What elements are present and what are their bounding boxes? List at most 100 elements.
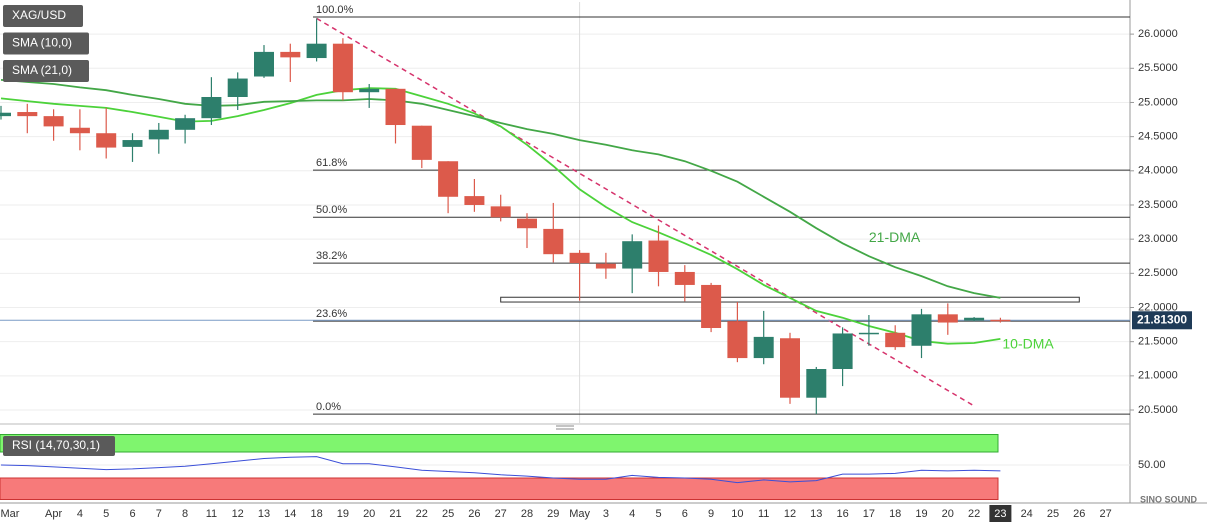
x-tick-label: 28 bbox=[521, 508, 533, 520]
candle-body bbox=[727, 321, 748, 359]
candle-body bbox=[175, 118, 196, 130]
candle-body bbox=[622, 241, 643, 269]
candle-body bbox=[490, 206, 511, 218]
fib-label: 61.8% bbox=[316, 157, 347, 169]
candle-body bbox=[122, 140, 143, 147]
panel-handle bbox=[556, 425, 574, 430]
legend-label: SMA (10,0) bbox=[12, 36, 72, 50]
x-tick-label: 4 bbox=[77, 508, 83, 520]
y-tick-label: 25.0000 bbox=[1138, 96, 1178, 108]
candle-body bbox=[96, 133, 117, 148]
legend-box bbox=[3, 60, 89, 82]
y-tick-label: 21.5000 bbox=[1138, 336, 1178, 348]
trendline bbox=[316, 17, 975, 407]
rsi-tick-label: 50.00 bbox=[1138, 459, 1166, 471]
x-tick-label: 6 bbox=[129, 508, 135, 520]
candle-body bbox=[464, 196, 485, 205]
x-tick-label: 16 bbox=[836, 508, 848, 520]
last-price-box bbox=[1132, 311, 1192, 330]
x-tick-label: 7 bbox=[156, 508, 162, 520]
x-tick-label: 25 bbox=[1047, 508, 1059, 520]
candle-body bbox=[411, 125, 432, 160]
candle-body bbox=[306, 43, 327, 59]
x-tick-label: 18 bbox=[310, 508, 322, 520]
x-tick-label: 8 bbox=[182, 508, 188, 520]
fib-label: 23.6% bbox=[316, 308, 347, 320]
x-tick-label: 22 bbox=[968, 508, 980, 520]
candle-body bbox=[937, 314, 958, 323]
x-tick-label: 4 bbox=[629, 508, 635, 520]
x-tick-label: 26 bbox=[468, 508, 480, 520]
x-tick-label: 20 bbox=[363, 508, 375, 520]
x-tick-label: Mar bbox=[1, 508, 20, 520]
oversold-band bbox=[0, 477, 999, 500]
x-tick-label: 27 bbox=[1099, 508, 1111, 520]
sma-annotation: 21-DMA bbox=[869, 229, 921, 245]
x-tick-label: 11 bbox=[206, 508, 217, 520]
x-tick-label: 5 bbox=[655, 508, 661, 520]
x-tick-label: 10 bbox=[731, 508, 743, 520]
candle-body bbox=[595, 263, 616, 269]
candle-body bbox=[69, 127, 90, 134]
candle-body bbox=[543, 228, 564, 255]
x-tick-label: 9 bbox=[708, 508, 714, 520]
candle-body bbox=[858, 332, 879, 335]
candle-body bbox=[227, 78, 248, 97]
candle-body bbox=[332, 43, 353, 93]
x-tick-label: May bbox=[569, 508, 590, 520]
y-tick-label: 23.0000 bbox=[1138, 233, 1178, 245]
rsi-line bbox=[0, 456, 1001, 484]
x-tick-label: 19 bbox=[915, 508, 927, 520]
x-tick-label: 24 bbox=[1021, 508, 1033, 520]
x-tick-label: 18 bbox=[889, 508, 901, 520]
sma-annotation: 10-DMA bbox=[1002, 336, 1054, 352]
x-tick-label: 13 bbox=[258, 508, 270, 520]
x-tick-label: Apr bbox=[45, 508, 62, 520]
x-tick-label: 20 bbox=[942, 508, 954, 520]
fib-label: 0.0% bbox=[316, 401, 341, 413]
rsi-legend-box bbox=[3, 436, 115, 456]
x-tick-label: 29 bbox=[547, 508, 559, 520]
fib-label: 100.0% bbox=[316, 4, 354, 16]
x-tick-label: 26 bbox=[1073, 508, 1085, 520]
candle-body bbox=[990, 319, 1011, 322]
candle-body bbox=[832, 333, 853, 370]
x-tick-label: 17 bbox=[863, 508, 875, 520]
x-tick-label: 19 bbox=[337, 508, 349, 520]
candle-body bbox=[438, 161, 459, 197]
candle-body bbox=[806, 369, 827, 398]
candle-body bbox=[0, 112, 11, 117]
candle-body bbox=[753, 336, 774, 359]
overbought-band bbox=[0, 434, 999, 453]
x-tick-label: 21 bbox=[389, 508, 401, 520]
candle-body bbox=[17, 112, 38, 117]
x-tick-label: 6 bbox=[682, 508, 688, 520]
x-tick-label: 3 bbox=[603, 508, 609, 520]
candle-body bbox=[254, 51, 274, 77]
candle-body bbox=[569, 252, 590, 264]
legend-box bbox=[3, 32, 89, 55]
current-date-box bbox=[989, 505, 1012, 522]
fib-label: 50.0% bbox=[316, 204, 347, 216]
candle-body bbox=[280, 51, 301, 58]
y-tick-label: 24.0000 bbox=[1138, 165, 1178, 177]
legend-label: SMA (21,0) bbox=[12, 63, 72, 77]
candle-body bbox=[911, 314, 932, 346]
sma-line bbox=[0, 87, 1001, 345]
y-tick-label: 22.0000 bbox=[1138, 301, 1178, 313]
x-tick-label: 23 bbox=[994, 508, 1006, 520]
y-tick-label: 20.5000 bbox=[1138, 404, 1178, 416]
candle-body bbox=[674, 271, 695, 285]
legend-box bbox=[3, 5, 83, 27]
rsi-legend-label: RSI (14,70,30,1) bbox=[12, 438, 100, 452]
x-tick-label: 12 bbox=[784, 508, 796, 520]
candle-body bbox=[885, 332, 906, 348]
candle-body bbox=[201, 96, 222, 119]
y-tick-label: 24.5000 bbox=[1138, 131, 1178, 143]
candle-body bbox=[964, 317, 985, 321]
candle-body bbox=[517, 218, 537, 229]
x-tick-label: 27 bbox=[495, 508, 507, 520]
candle-body bbox=[385, 88, 406, 126]
sma-line bbox=[0, 79, 1001, 299]
